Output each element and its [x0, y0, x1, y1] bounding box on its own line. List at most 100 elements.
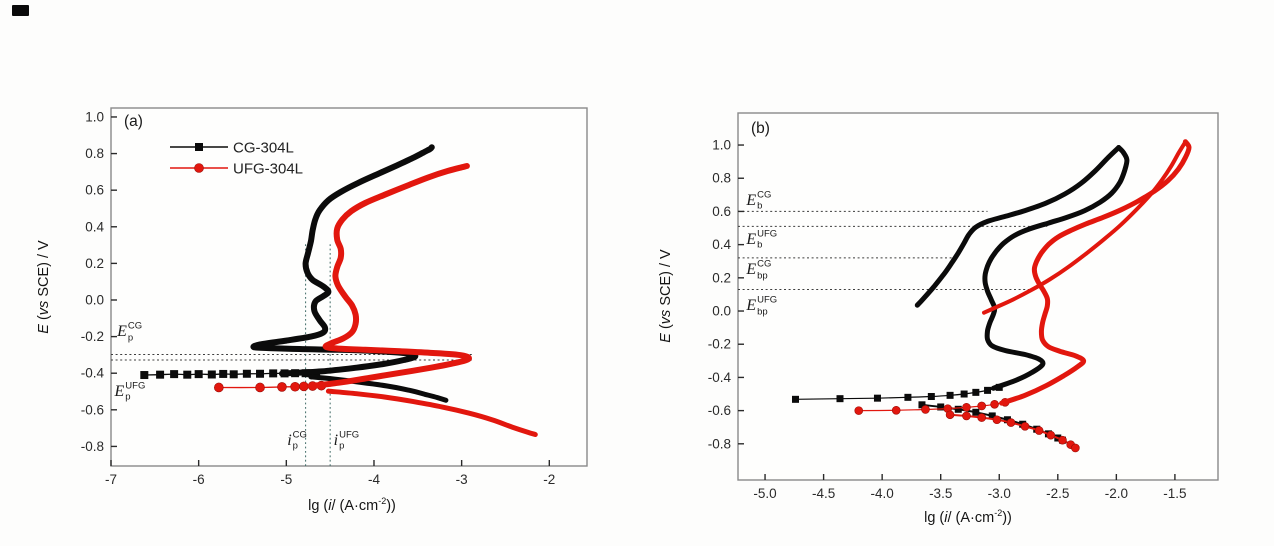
- x-tick-label: -4.5: [812, 486, 835, 501]
- data-marker-square: [937, 403, 945, 411]
- data-marker-square: [195, 143, 203, 151]
- y-tick-label: -0.4: [81, 366, 105, 381]
- data-marker-square: [972, 388, 980, 396]
- data-marker-square: [194, 370, 203, 379]
- data-marker-circle: [962, 411, 971, 421]
- data-marker-circle: [1046, 430, 1056, 440]
- curve-cg-a-cathodic-tail: [308, 374, 449, 403]
- y-tick-label: 0.0: [85, 292, 104, 307]
- x-tick-label: -5.0: [753, 486, 776, 501]
- curve-ufg-a-cathodic-tail: [325, 388, 538, 437]
- data-marker-circle: [977, 401, 986, 411]
- data-marker-square: [873, 394, 881, 402]
- y-tick-label: 0.2: [712, 270, 731, 285]
- data-marker-square: [927, 393, 935, 401]
- data-marker-circle: [977, 413, 986, 422]
- data-marker-square: [207, 370, 216, 379]
- legend-label: UFG-304L: [233, 161, 303, 178]
- y-tick-label: 0.4: [85, 219, 104, 234]
- y-tick-label: 0.0: [712, 304, 731, 319]
- data-marker-circle: [1071, 443, 1080, 453]
- data-marker-circle: [854, 406, 864, 415]
- data-marker-circle: [962, 402, 971, 412]
- panel-label: (a): [124, 113, 143, 130]
- y-tick-label: 0.8: [85, 146, 104, 161]
- panel-label: (b): [751, 120, 770, 137]
- legend: CG-304L UFG-304L: [170, 140, 303, 178]
- data-marker-circle: [1006, 418, 1016, 427]
- plot-frame: [737, 112, 1219, 481]
- data-marker-square: [954, 405, 962, 413]
- data-marker-circle: [299, 381, 309, 392]
- y-tick-label: 0.6: [85, 183, 104, 198]
- y-tick-label: -0.8: [708, 436, 731, 451]
- y-tick-label: -0.6: [708, 403, 731, 418]
- data-marker-square: [256, 369, 265, 378]
- data-marker-square: [219, 369, 228, 378]
- x-tick-label: -2: [543, 472, 555, 487]
- data-marker-circle: [1020, 422, 1030, 431]
- data-marker-square: [170, 370, 179, 379]
- data-marker-square: [836, 395, 844, 403]
- corner-mark: [12, 5, 29, 16]
- data-marker-square: [960, 390, 968, 398]
- curve-ufg-a-forward: [307, 163, 472, 390]
- markers-ufg-b-cathodic-tail: [945, 410, 1080, 453]
- curve-cg-b-forward: [982, 145, 1130, 391]
- curve-cg-b-reverse: [914, 145, 1122, 308]
- y-tick-label: -0.2: [708, 337, 731, 352]
- data-marker-circle: [992, 415, 1002, 425]
- x-tick-label: -2.5: [1046, 486, 1069, 501]
- data-marker-square: [972, 408, 980, 416]
- data-marker-circle: [194, 163, 204, 173]
- data-marker-circle: [1034, 426, 1044, 435]
- x-tick-label: -6: [193, 472, 205, 487]
- y-tick-label: 0.4: [712, 237, 731, 252]
- y-tick-label: -0.4: [708, 370, 732, 385]
- data-marker-circle: [277, 382, 287, 392]
- x-tick-label: -3.5: [929, 486, 952, 501]
- legend-label: CG-304L: [233, 140, 294, 157]
- data-marker-square: [183, 370, 192, 379]
- data-marker-circle: [990, 400, 999, 409]
- x-tick-label: -4: [368, 472, 380, 487]
- data-marker-square: [988, 412, 996, 420]
- data-marker-circle: [255, 382, 265, 393]
- y-tick-label: 0.2: [85, 256, 104, 271]
- data-marker-circle: [945, 410, 955, 420]
- x-tick-label: -5: [280, 472, 292, 487]
- data-marker-square: [946, 391, 954, 399]
- data-marker-circle: [891, 405, 901, 415]
- y-tick-label: 0.8: [712, 171, 731, 186]
- y-tick-label: 1.0: [85, 109, 104, 124]
- x-tick-label: -4.0: [871, 486, 894, 501]
- data-marker-square: [242, 369, 251, 378]
- curve-cg-b-cathodic-row: [794, 386, 1000, 400]
- y-tick-label: -0.8: [81, 439, 104, 454]
- data-marker-square: [918, 401, 926, 409]
- data-marker-square: [269, 369, 278, 378]
- x-tick-label: -2.0: [1105, 486, 1128, 501]
- data-marker-circle: [921, 405, 930, 414]
- data-marker-square: [156, 370, 165, 379]
- y-tick-label: 1.0: [712, 138, 731, 153]
- data-marker-circle: [214, 382, 224, 393]
- y-tick-label: -0.6: [81, 402, 104, 417]
- data-marker-circle: [290, 381, 300, 392]
- data-marker-square: [1003, 416, 1011, 424]
- markers-cg-b-cathodic-row: [791, 383, 1003, 403]
- panel-b: -5.0 -4.5 -4.0 -3.5 -3.0 -2.5 -2.0 -1.5 1.0 0.8 0.…: [708, 112, 1219, 501]
- data-marker-square: [140, 371, 149, 380]
- data-marker-square: [904, 393, 912, 401]
- y-tick-label: -0.2: [81, 329, 104, 344]
- curve-ufg-b-forward: [999, 139, 1192, 406]
- x-tick-label: -1.5: [1163, 486, 1186, 501]
- data-marker-square: [229, 370, 238, 379]
- data-marker-square: [791, 395, 799, 403]
- x-tick-label: -3.0: [988, 486, 1011, 501]
- curve-ufg-b-reverse: [982, 139, 1188, 315]
- plot-frame: [110, 107, 588, 467]
- y-tick-label: 0.6: [712, 204, 731, 219]
